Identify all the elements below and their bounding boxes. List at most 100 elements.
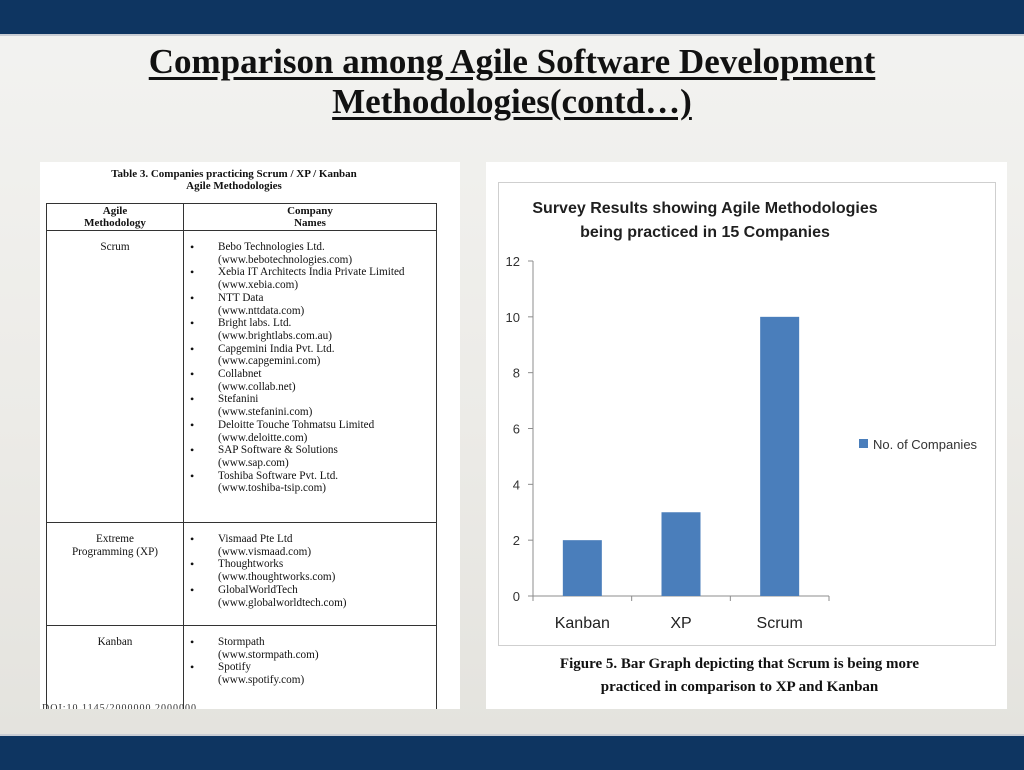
company-name: Bebo Technologies Ltd. bbox=[218, 241, 325, 253]
methodology-cell: Scrum bbox=[46, 230, 184, 523]
header-company-names: Company Names bbox=[183, 203, 437, 231]
company-list: Stormpath(www.stormpath.com)Spotify(www.… bbox=[184, 626, 436, 695]
y-tick-label: 6 bbox=[513, 422, 520, 437]
list-item: Bebo Technologies Ltd.(www.bebotechnolog… bbox=[184, 241, 432, 266]
company-name: Toshiba Software Pvt. Ltd. bbox=[218, 469, 339, 482]
methodology-name-line2: Programming (XP) bbox=[71, 545, 159, 558]
methodology-name: Extreme bbox=[96, 533, 134, 545]
company-url: (www.nttdata.com) bbox=[218, 304, 305, 317]
list-item: GlobalWorldTech(www.globalworldtech.com) bbox=[184, 584, 432, 609]
company-url: (www.xebia.com) bbox=[218, 279, 299, 292]
figure-caption-line2: practiced in comparison to XP and Kanban bbox=[600, 679, 879, 695]
table-row: Kanban Stormpath(www.stormpath.com)Spotif… bbox=[46, 625, 437, 709]
figure-caption: Figure 5. Bar Graph depicting that Scrum… bbox=[486, 653, 993, 699]
company-url: (www.capgemini.com) bbox=[218, 355, 321, 368]
top-banner bbox=[0, 0, 1024, 36]
list-item: SAP Software & Solutions(www.sap.com) bbox=[184, 444, 432, 469]
chart-title-line2: being practiced in 15 Companies bbox=[580, 224, 830, 241]
slide-title-line1: Comparison among Agile Software Developm… bbox=[148, 42, 876, 81]
cut-off-footer-text: DOI:10.1145/2000000.2000000 bbox=[42, 703, 197, 709]
company-url: (www.sap.com) bbox=[218, 456, 289, 469]
company-name: SAP Software & Solutions bbox=[218, 444, 338, 457]
list-item: Stormpath(www.stormpath.com) bbox=[184, 636, 432, 661]
company-url: (www.globalworldtech.com) bbox=[218, 596, 347, 609]
chart-panel: Survey Results showing Agile Methodologi… bbox=[486, 162, 1007, 709]
table-caption-line1: Table 3. Companies practicing Scrum / XP… bbox=[111, 168, 357, 180]
company-url: (www.brightlabs.com.au) bbox=[218, 329, 332, 342]
methodology-name: Scrum bbox=[100, 241, 130, 253]
legend-swatch bbox=[859, 439, 868, 448]
companies-table: Agile Methodology Company Names Scrum Beb… bbox=[46, 203, 437, 709]
company-name: Collabnet bbox=[218, 368, 262, 381]
company-name: Bright labs. Ltd. bbox=[218, 317, 292, 330]
x-tick-label: Scrum bbox=[757, 615, 803, 632]
company-name: Spotify bbox=[218, 661, 251, 674]
y-tick-label: 4 bbox=[513, 477, 520, 492]
company-url: (www.toshiba-tsip.com) bbox=[218, 482, 327, 495]
company-name: Capgemini India Pvt. Ltd. bbox=[218, 342, 335, 355]
methodology-cell: Kanban bbox=[46, 625, 184, 709]
chart-frame: Survey Results showing Agile Methodologi… bbox=[498, 182, 996, 646]
legend-label: No. of Companies bbox=[873, 437, 978, 452]
slide-title-line2: Methodologies(contd…) bbox=[332, 82, 692, 121]
bar-xp bbox=[661, 512, 701, 596]
bar-chart: Survey Results showing Agile Methodologi… bbox=[506, 200, 978, 632]
header-methodology-line1: Agile bbox=[102, 205, 128, 217]
list-item: Bright labs. Ltd.(www.brightlabs.com.au) bbox=[184, 317, 432, 342]
company-names-cell: Vismaad Pte Ltd(www.vismaad.com)Thoughtw… bbox=[183, 522, 437, 626]
table-header-row: Agile Methodology Company Names bbox=[46, 203, 437, 231]
y-tick-label: 0 bbox=[513, 589, 520, 604]
methodology-name: Kanban bbox=[97, 636, 133, 648]
y-tick-label: 12 bbox=[506, 254, 520, 269]
company-name: Xebia IT Architects India Private Limite… bbox=[218, 266, 405, 279]
y-tick-label: 8 bbox=[513, 366, 520, 381]
company-list: Vismaad Pte Ltd(www.vismaad.com)Thoughtw… bbox=[184, 523, 436, 617]
company-names-cell: Bebo Technologies Ltd.(www.bebotechnolog… bbox=[183, 230, 437, 523]
header-company-line2: Names bbox=[294, 217, 326, 229]
list-item: Xebia IT Architects India Private Limite… bbox=[184, 266, 432, 291]
company-list: Bebo Technologies Ltd.(www.bebotechnolog… bbox=[184, 231, 436, 503]
company-url: (www.bebotechnologies.com) bbox=[218, 253, 353, 266]
list-item: NTT Data(www.nttdata.com) bbox=[184, 292, 432, 317]
company-url: (www.vismaad.com) bbox=[218, 545, 312, 558]
x-tick-label: Kanban bbox=[555, 615, 610, 632]
table-body: Scrum Bebo Technologies Ltd.(www.bebotech… bbox=[46, 230, 437, 709]
list-item: Vismaad Pte Ltd(www.vismaad.com) bbox=[184, 533, 432, 558]
methodology-cell: Extreme Programming (XP) bbox=[46, 522, 184, 626]
companies-table-panel: Table 3. Companies practicing Scrum / XP… bbox=[40, 162, 460, 709]
company-name: Thoughtworks bbox=[218, 558, 284, 571]
list-item: Capgemini India Pvt. Ltd.(www.capgemini.… bbox=[184, 343, 432, 368]
table-caption-line2: Agile Methodologies bbox=[186, 180, 282, 192]
figure-caption-line1: Figure 5. Bar Graph depicting that Scrum… bbox=[559, 656, 920, 672]
header-company-line1: Company bbox=[287, 205, 333, 217]
company-url: (www.thoughtworks.com) bbox=[218, 571, 336, 584]
list-item: Spotify(www.spotify.com) bbox=[184, 661, 432, 686]
list-item: Collabnet(www.collab.net) bbox=[184, 368, 432, 393]
table-caption: Table 3. Companies practicing Scrum / XP… bbox=[40, 168, 428, 192]
company-url: (www.deloitte.com) bbox=[218, 431, 308, 444]
header-methodology-line2: Methodology bbox=[84, 217, 146, 229]
bottom-banner bbox=[0, 734, 1024, 770]
bar-kanban bbox=[562, 540, 602, 596]
table-row: Scrum Bebo Technologies Ltd.(www.bebotech… bbox=[46, 230, 437, 523]
y-tick-label: 2 bbox=[513, 533, 520, 548]
company-url: (www.stefanini.com) bbox=[218, 406, 313, 419]
company-name: Vismaad Pte Ltd bbox=[218, 533, 293, 545]
bar-scrum bbox=[760, 316, 800, 596]
slide-title: Comparison among Agile Software Developm… bbox=[60, 42, 964, 122]
company-name: Stormpath bbox=[218, 636, 265, 648]
company-name: Deloitte Touche Tohmatsu Limited bbox=[218, 418, 375, 431]
list-item: Deloitte Touche Tohmatsu Limited(www.del… bbox=[184, 419, 432, 444]
list-item: Stefanini(www.stefanini.com) bbox=[184, 393, 432, 418]
list-item: Thoughtworks(www.thoughtworks.com) bbox=[184, 558, 432, 583]
chart-title-line1: Survey Results showing Agile Methodologi… bbox=[532, 200, 877, 217]
company-name: NTT Data bbox=[218, 291, 264, 304]
company-names-cell: Stormpath(www.stormpath.com)Spotify(www.… bbox=[183, 625, 437, 709]
company-name: Stefanini bbox=[218, 393, 259, 406]
y-tick-label: 10 bbox=[506, 310, 520, 325]
header-methodology: Agile Methodology bbox=[46, 203, 184, 231]
x-tick-label: XP bbox=[670, 615, 691, 632]
company-url: (www.spotify.com) bbox=[218, 674, 305, 687]
list-item: Toshiba Software Pvt. Ltd.(www.toshiba-t… bbox=[184, 470, 432, 495]
